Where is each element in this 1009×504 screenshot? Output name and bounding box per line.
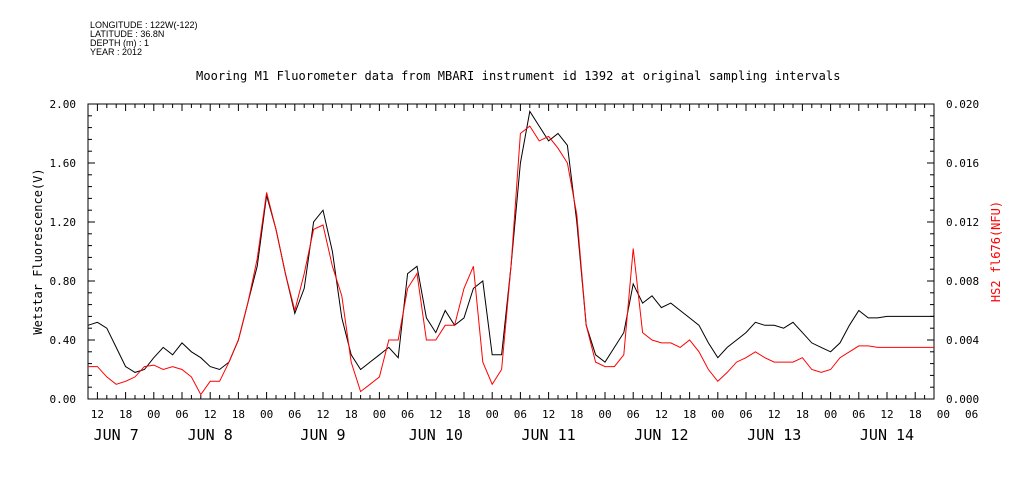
meta-block: LONGITUDE : 122W(-122) LATITUDE : 36.8N … — [90, 21, 198, 57]
x-tick-label: 12 — [542, 408, 555, 421]
y-tick-label-left: 1.20 — [50, 216, 77, 229]
y-tick-label-right: 0.012 — [946, 216, 979, 229]
x-tick-label: 18 — [457, 408, 470, 421]
x-tick-label: 06 — [175, 408, 188, 421]
x-tick-label: 06 — [739, 408, 752, 421]
x-day-label: JUN 13 — [747, 426, 801, 444]
y-tick-label-right: 0.000 — [946, 393, 979, 406]
x-tick-label: 18 — [119, 408, 132, 421]
x-tick-label: 00 — [147, 408, 160, 421]
x-tick-label: 06 — [514, 408, 527, 421]
x-tick-label: 12 — [655, 408, 668, 421]
y-tick-label-left: 0.40 — [50, 334, 77, 347]
x-tick-label: 06 — [965, 408, 978, 421]
plot-frame — [87, 103, 935, 400]
x-tick-label: 06 — [852, 408, 865, 421]
x-tick-label: 12 — [768, 408, 781, 421]
y-tick-label-left: 0.80 — [50, 275, 77, 288]
y-tick-label-right: 0.016 — [946, 157, 979, 170]
x-tick-label: 18 — [232, 408, 245, 421]
y-tick-label-left: 1.60 — [50, 157, 77, 170]
x-tick-label: 18 — [683, 408, 696, 421]
x-tick-label: 06 — [401, 408, 414, 421]
x-tick-label: 12 — [204, 408, 217, 421]
y2-axis-label: HS2 fl676(NFU) — [989, 201, 1003, 302]
x-tick-label: 06 — [288, 408, 301, 421]
chart-title: Mooring M1 Fluorometer data from MBARI i… — [196, 69, 841, 83]
x-day-label: JUN 11 — [522, 426, 576, 444]
y-tick-label-left: 2.00 — [50, 98, 77, 111]
x-tick-label: 00 — [486, 408, 499, 421]
x-day-label: JUN 14 — [860, 426, 914, 444]
x-day-label: JUN 9 — [300, 426, 345, 444]
x-tick-label: 12 — [91, 408, 104, 421]
y-tick-label-right: 0.008 — [946, 275, 979, 288]
x-tick-label: 00 — [373, 408, 386, 421]
x-tick-label: 00 — [824, 408, 837, 421]
y-tick-label-right: 0.004 — [946, 334, 979, 347]
meta-latitude: LATITUDE : 36.8N — [90, 29, 165, 39]
series-line-hs2 — [88, 125, 934, 396]
x-tick-label: 06 — [627, 408, 640, 421]
x-tick-label: 18 — [570, 408, 583, 421]
meta-year: YEAR : 2012 — [90, 47, 143, 57]
x-tick-label: 12 — [880, 408, 893, 421]
x-tick-label: 00 — [937, 408, 950, 421]
x-day-label: JUN 7 — [94, 426, 139, 444]
series-line-wetstar — [87, 110, 934, 373]
x-tick-label: 18 — [796, 408, 809, 421]
x-tick-label: 00 — [260, 408, 273, 421]
y-axis-label: Wetstar Fluorescence(V) — [31, 168, 45, 334]
x-tick-label: 18 — [909, 408, 922, 421]
y-tick-label-left: 0.00 — [50, 393, 77, 406]
x-tick-label: 12 — [316, 408, 329, 421]
x-tick-label: 18 — [345, 408, 358, 421]
meta-longitude: LONGITUDE : 122W(-122) — [90, 20, 198, 30]
x-tick-label: 12 — [429, 408, 442, 421]
x-day-label: JUN 10 — [409, 426, 463, 444]
x-day-label: JUN 12 — [634, 426, 688, 444]
y-tick-label-right: 0.020 — [946, 98, 979, 111]
x-day-label: JUN 8 — [188, 426, 233, 444]
x-tick-label: 00 — [711, 408, 724, 421]
x-tick-label: 00 — [598, 408, 611, 421]
meta-depth: DEPTH (m) : 1 — [90, 38, 150, 48]
